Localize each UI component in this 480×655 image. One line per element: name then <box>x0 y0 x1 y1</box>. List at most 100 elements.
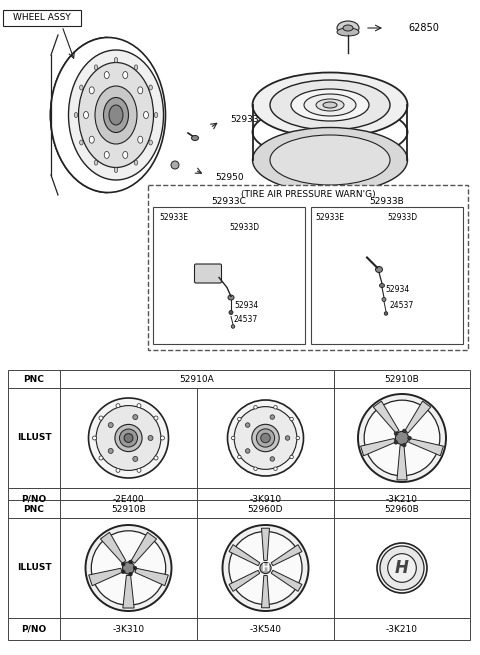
Text: 24537: 24537 <box>234 316 258 324</box>
Ellipse shape <box>74 113 78 117</box>
Ellipse shape <box>121 570 125 574</box>
Ellipse shape <box>290 455 293 458</box>
Ellipse shape <box>316 99 344 111</box>
Ellipse shape <box>129 572 132 576</box>
Bar <box>60 500 197 518</box>
Bar <box>60 618 197 640</box>
Text: -2E400: -2E400 <box>113 495 144 504</box>
Ellipse shape <box>133 415 138 420</box>
Bar <box>334 500 470 518</box>
Ellipse shape <box>85 525 171 611</box>
Ellipse shape <box>377 543 427 593</box>
Ellipse shape <box>124 434 133 442</box>
Ellipse shape <box>69 50 164 180</box>
Text: 62850: 62850 <box>408 23 439 33</box>
Ellipse shape <box>108 422 113 428</box>
Ellipse shape <box>104 71 109 79</box>
Ellipse shape <box>154 456 158 460</box>
Ellipse shape <box>231 325 235 328</box>
Ellipse shape <box>394 432 398 436</box>
Ellipse shape <box>114 58 118 62</box>
Ellipse shape <box>296 436 300 440</box>
Ellipse shape <box>234 407 297 470</box>
Ellipse shape <box>382 297 386 301</box>
Ellipse shape <box>228 400 303 476</box>
Ellipse shape <box>270 457 275 461</box>
Polygon shape <box>100 533 126 563</box>
Polygon shape <box>262 528 269 561</box>
Text: 52960B: 52960B <box>384 504 420 514</box>
Bar <box>148 185 468 350</box>
Polygon shape <box>89 569 122 586</box>
Text: 52910B: 52910B <box>111 504 146 514</box>
Polygon shape <box>229 545 260 566</box>
Ellipse shape <box>115 424 142 451</box>
Ellipse shape <box>384 312 388 315</box>
Bar <box>334 518 470 618</box>
Ellipse shape <box>122 562 134 574</box>
Ellipse shape <box>99 416 103 420</box>
Ellipse shape <box>123 71 128 79</box>
Polygon shape <box>262 576 269 608</box>
Ellipse shape <box>89 136 94 143</box>
Bar <box>8 518 60 618</box>
Ellipse shape <box>252 73 408 138</box>
Ellipse shape <box>160 436 165 440</box>
Ellipse shape <box>228 295 234 300</box>
Text: -3K310: -3K310 <box>112 624 144 633</box>
Bar <box>60 488 197 510</box>
Text: ILLUST: ILLUST <box>17 563 51 572</box>
Bar <box>311 207 463 344</box>
Ellipse shape <box>104 151 109 159</box>
Ellipse shape <box>137 468 141 472</box>
Polygon shape <box>135 569 168 586</box>
Bar <box>334 370 470 388</box>
Ellipse shape <box>270 135 390 185</box>
Ellipse shape <box>403 443 406 447</box>
Text: 52950: 52950 <box>215 172 244 181</box>
Ellipse shape <box>94 65 98 70</box>
Ellipse shape <box>109 105 123 125</box>
Ellipse shape <box>323 102 337 108</box>
Bar <box>60 518 197 618</box>
Ellipse shape <box>254 405 257 409</box>
Ellipse shape <box>91 531 166 605</box>
Ellipse shape <box>108 449 113 453</box>
Ellipse shape <box>375 267 383 272</box>
Ellipse shape <box>245 449 250 453</box>
Ellipse shape <box>88 398 168 478</box>
Text: H: H <box>395 559 409 577</box>
Bar <box>60 370 197 388</box>
Polygon shape <box>397 445 407 480</box>
Ellipse shape <box>252 128 408 193</box>
Text: -3K210: -3K210 <box>386 495 418 504</box>
Bar <box>8 618 60 640</box>
Text: P/NO: P/NO <box>22 495 47 504</box>
Ellipse shape <box>270 80 390 130</box>
Text: 52933B: 52933B <box>370 198 404 206</box>
Text: -3K910: -3K910 <box>250 495 282 504</box>
Text: PNC: PNC <box>24 375 45 383</box>
Ellipse shape <box>274 405 277 409</box>
Polygon shape <box>271 545 302 566</box>
Ellipse shape <box>134 160 138 165</box>
Ellipse shape <box>134 65 138 70</box>
Ellipse shape <box>343 25 353 31</box>
Bar <box>197 500 334 518</box>
Ellipse shape <box>116 403 120 407</box>
Text: 52933D: 52933D <box>387 212 417 221</box>
Text: ILLUST: ILLUST <box>17 434 51 443</box>
Ellipse shape <box>229 531 302 605</box>
Ellipse shape <box>337 21 359 35</box>
Text: 52960D: 52960D <box>248 504 283 514</box>
Ellipse shape <box>123 151 128 159</box>
Ellipse shape <box>204 271 212 276</box>
Ellipse shape <box>238 455 241 458</box>
Text: 52910A: 52910A <box>180 375 215 383</box>
Text: 52933E: 52933E <box>315 212 344 221</box>
Bar <box>197 388 334 488</box>
Text: -3K210: -3K210 <box>386 624 418 633</box>
Bar <box>334 618 470 640</box>
Ellipse shape <box>50 37 166 193</box>
Ellipse shape <box>231 436 235 440</box>
